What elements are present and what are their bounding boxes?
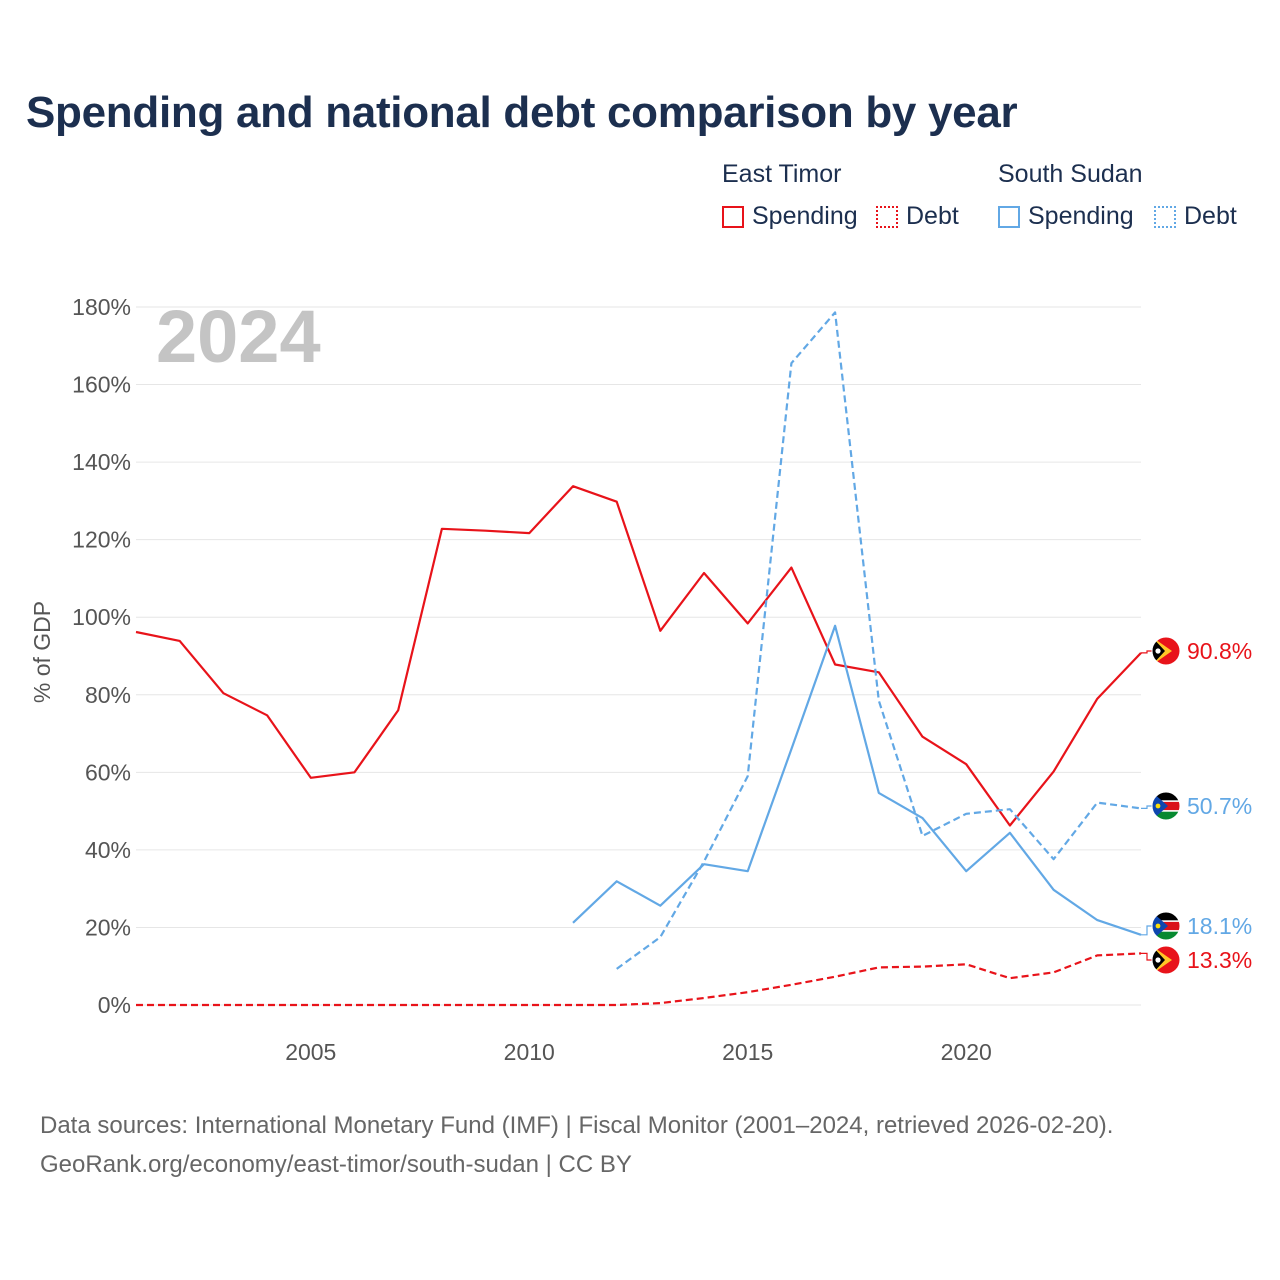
end-value-label: 50.7% <box>1187 793 1252 819</box>
x-tick-label: 2015 <box>722 1039 773 1065</box>
legend-swatch-dotted <box>876 205 898 228</box>
gridlines <box>136 306 1141 1006</box>
south-sudan-flag-icon <box>1151 911 1181 941</box>
leader-line <box>1141 805 1152 810</box>
series-lines <box>135 311 1142 1007</box>
legend-item-south-sudan-debt[interactable]: Debt <box>1154 202 1237 231</box>
y-tick-label: 160% <box>72 372 131 398</box>
y-tick-label: 80% <box>85 682 131 708</box>
south-sudan-spending-line <box>572 624 1142 936</box>
y-tick-label: 120% <box>72 527 131 553</box>
legend-swatch-solid <box>722 205 744 228</box>
legend-item-east-timor-spending[interactable]: Spending <box>722 202 858 231</box>
end-labels: 90.8% 13.3% 18.1% 50.7% <box>1141 636 1252 975</box>
x-axis-ticks: 2005 2010 2015 2020 <box>285 1039 992 1065</box>
y-tick-label: 100% <box>72 604 131 630</box>
legend-item-south-sudan-spending[interactable]: Spending <box>998 202 1134 231</box>
legend-item-east-timor-debt[interactable]: Debt <box>876 202 959 231</box>
y-tick-label: 60% <box>85 759 131 785</box>
footer-source: Data sources: International Monetary Fun… <box>40 1112 1114 1139</box>
x-tick-label: 2005 <box>285 1039 336 1065</box>
leader-line <box>1141 952 1152 961</box>
legend-label: Debt <box>906 202 959 230</box>
legend-label: Spending <box>752 202 858 230</box>
south-sudan-flag-icon <box>1151 791 1181 821</box>
legend-country-label: South Sudan <box>998 160 1143 188</box>
south-sudan-debt-line <box>616 311 1142 970</box>
y-tick-label: 0% <box>98 992 131 1018</box>
leader-line <box>1141 925 1152 936</box>
year-label: 2024 <box>156 295 321 378</box>
y-tick-label: 40% <box>85 837 131 863</box>
legend-label: Debt <box>1184 202 1237 230</box>
footer: Data sources: International Monetary Fun… <box>40 1106 1113 1184</box>
legend-swatch-solid <box>998 205 1020 228</box>
y-axis-ticks: 0% 20% 40% 60% 80% 100% 120% 140% 160% 180% <box>72 294 131 1018</box>
end-value-label: 18.1% <box>1187 913 1252 939</box>
y-tick-label: 20% <box>85 914 131 940</box>
x-tick-label: 2020 <box>941 1039 992 1065</box>
leader-line <box>1141 650 1152 654</box>
legend-swatch-dotted <box>1154 205 1176 228</box>
end-value-label: 13.3% <box>1187 947 1252 973</box>
x-tick-label: 2010 <box>504 1039 555 1065</box>
chart-title: Spending and national debt comparison by… <box>26 88 1018 137</box>
east-timor-debt-line <box>136 952 1142 1007</box>
end-value-label: 90.8% <box>1187 638 1252 664</box>
y-tick-label: 180% <box>72 294 131 320</box>
east-timor-flag-icon <box>1151 636 1181 666</box>
y-tick-label: 140% <box>72 449 131 475</box>
legend-label: Spending <box>1028 202 1134 230</box>
legend-country-label: East Timor <box>722 160 842 188</box>
east-timor-spending-line <box>135 485 1142 827</box>
footer-link[interactable]: GeoRank.org/economy/east-timor/south-sud… <box>40 1151 632 1178</box>
y-axis-label: % of GDP <box>29 601 55 703</box>
east-timor-flag-icon <box>1151 945 1181 975</box>
